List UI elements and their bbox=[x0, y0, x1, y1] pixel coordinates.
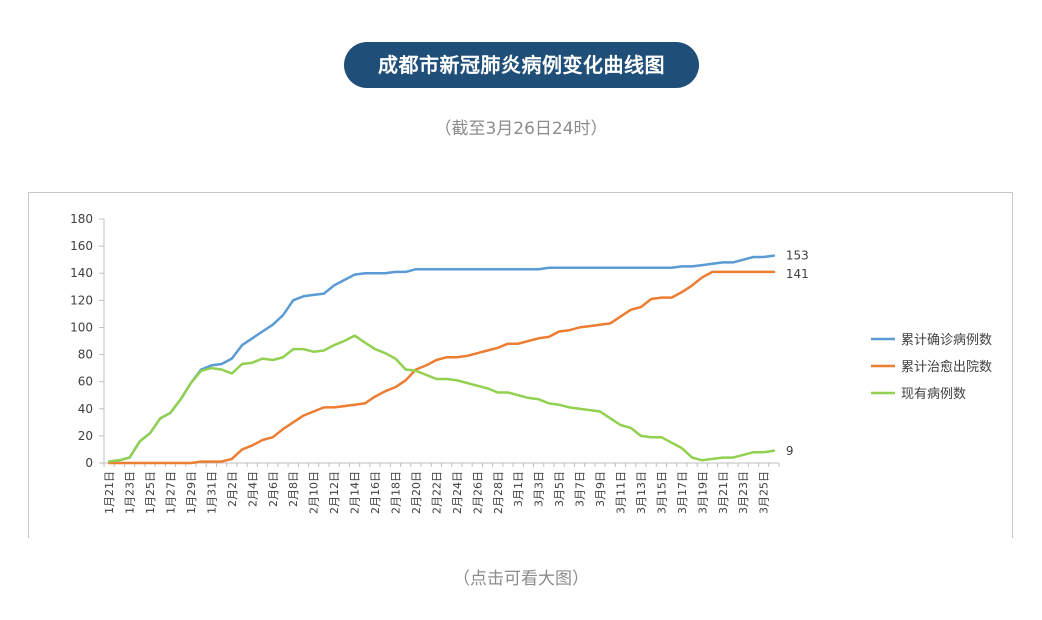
x-tick-label: 2月24日 bbox=[451, 471, 464, 514]
y-tick-label: 160 bbox=[70, 239, 93, 253]
chart-series bbox=[107, 254, 776, 465]
x-tick-label: 3月21日 bbox=[717, 471, 730, 514]
x-tick-label: 1月29日 bbox=[185, 471, 198, 514]
x-tick-label: 2月16日 bbox=[369, 471, 382, 514]
x-tick-label: 2月8日 bbox=[287, 471, 300, 507]
x-tick-label: 2月6日 bbox=[267, 471, 280, 507]
x-tick-label: 3月25日 bbox=[758, 471, 771, 514]
x-tick-label: 2月12日 bbox=[328, 471, 341, 514]
x-tick-label: 1月21日 bbox=[103, 471, 116, 514]
x-tick-label: 2月28日 bbox=[492, 471, 505, 514]
chart-axes: 0 20 40 60 80 100 120 140 160 180 1月21日 1月23日 1月25日 1… bbox=[70, 212, 780, 514]
x-tick-label: 3月7日 bbox=[574, 471, 587, 507]
page-title: 成都市新冠肺炎病例变化曲线图 bbox=[344, 42, 699, 88]
y-tick-label: 100 bbox=[70, 320, 93, 334]
chart-frame[interactable]: 0 20 40 60 80 100 120 140 160 180 1月21日 1月23日 1月25日 1… bbox=[28, 192, 1013, 538]
x-tick-label: 1月23日 bbox=[124, 471, 137, 514]
view-large-image-link[interactable]: （点击可看大图） bbox=[453, 569, 589, 589]
series-line-2 bbox=[107, 270, 776, 465]
page-subtitle: （截至3月26日24时） bbox=[434, 119, 608, 139]
x-tick-label: 3月19日 bbox=[696, 471, 709, 514]
series-line-3 bbox=[107, 334, 776, 463]
x-tick-label: 2月20日 bbox=[410, 471, 423, 514]
series-line-1 bbox=[107, 254, 776, 463]
x-tick-label: 2月18日 bbox=[389, 471, 402, 514]
legend-label: 现有病例数 bbox=[901, 387, 966, 402]
x-tick-label: 2月14日 bbox=[349, 471, 362, 514]
y-tick-label: 40 bbox=[78, 402, 93, 416]
legend-label: 累计确诊病例数 bbox=[901, 333, 992, 348]
y-tick-label: 180 bbox=[70, 212, 93, 226]
x-tick-label: 3月1日 bbox=[512, 471, 525, 507]
x-tick-label: 3月15日 bbox=[655, 471, 668, 514]
y-tick-label: 120 bbox=[70, 293, 93, 307]
line-chart: 0 20 40 60 80 100 120 140 160 180 1月21日 1月23日 1月25日 1… bbox=[70, 212, 992, 514]
y-tick-label: 140 bbox=[70, 266, 93, 280]
x-tick-label: 3月11日 bbox=[614, 471, 627, 514]
x-tick-label: 3月17日 bbox=[676, 471, 689, 514]
x-tick-label: 3月3日 bbox=[533, 471, 546, 507]
chart-end-labels: 153 141 9 bbox=[786, 249, 809, 458]
x-tick-label: 2月22日 bbox=[430, 471, 443, 514]
series-end-label: 141 bbox=[786, 267, 809, 281]
x-tick-label: 1月27日 bbox=[164, 471, 177, 514]
x-tick-label: 1月25日 bbox=[144, 471, 157, 514]
series-end-label: 153 bbox=[786, 249, 809, 263]
x-tick-label: 2月26日 bbox=[471, 471, 484, 514]
x-tick-label: 3月23日 bbox=[737, 471, 750, 514]
x-tick-label: 3月5日 bbox=[553, 471, 566, 507]
x-tick-label: 1月31日 bbox=[205, 471, 218, 514]
y-tick-label: 0 bbox=[85, 456, 93, 470]
y-tick-label: 60 bbox=[78, 375, 93, 389]
series-end-label: 9 bbox=[786, 444, 794, 458]
x-tick-label: 3月13日 bbox=[635, 471, 648, 514]
x-tick-label: 2月2日 bbox=[226, 471, 239, 507]
x-tick-label: 3月9日 bbox=[594, 471, 607, 507]
x-tick-label: 2月4日 bbox=[246, 471, 259, 507]
legend-label: 累计治愈出院数 bbox=[901, 360, 992, 375]
x-tick-label: 2月10日 bbox=[308, 471, 321, 514]
y-tick-label: 20 bbox=[78, 429, 93, 443]
y-tick-label: 80 bbox=[78, 348, 93, 362]
